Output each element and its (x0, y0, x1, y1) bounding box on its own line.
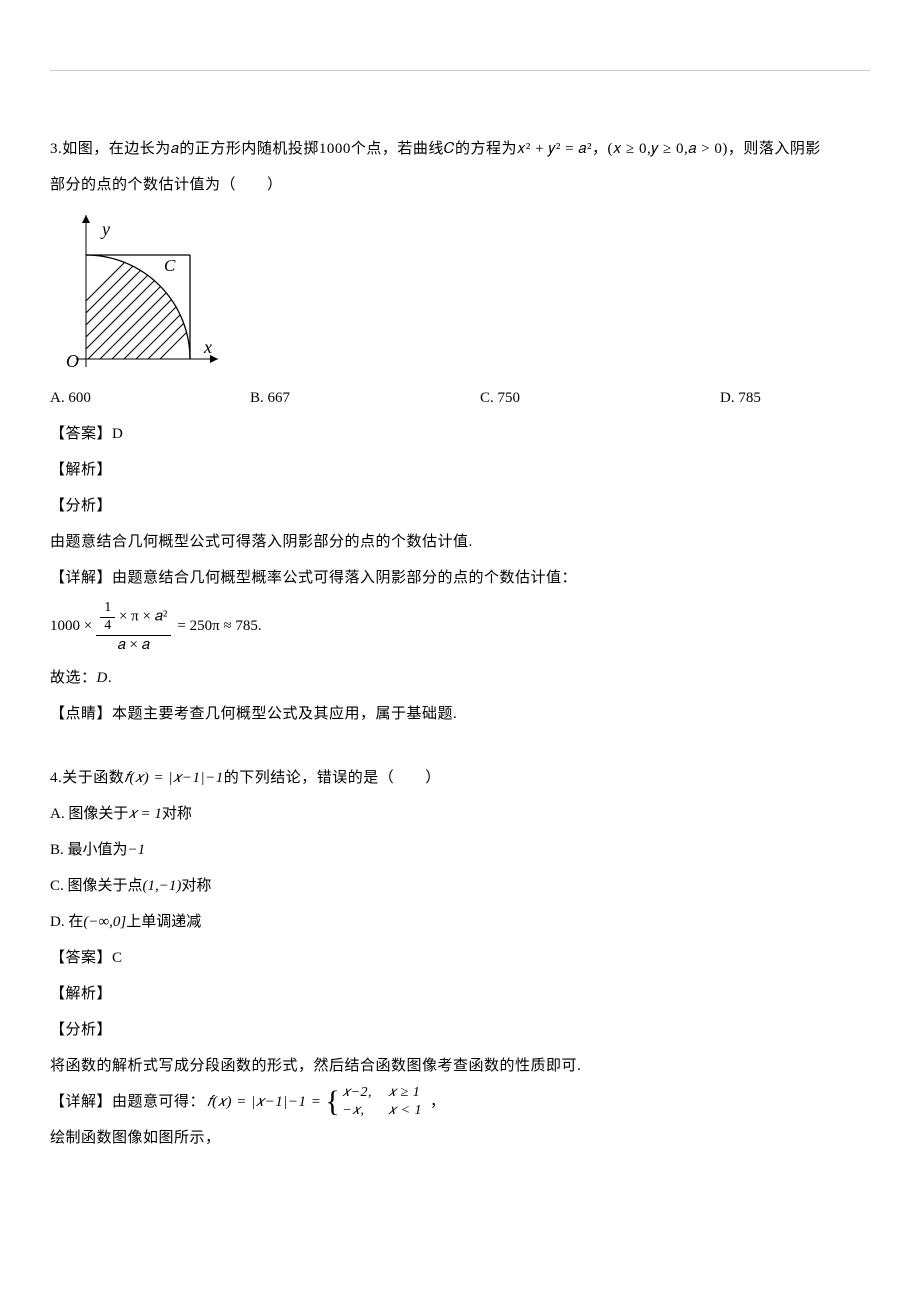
q3-answer: 【答案】D (50, 416, 870, 452)
eq-lhs-prefix: 1000 × (50, 618, 92, 635)
q4-option-a: A. 图像关于𝑥 = 1对称 (50, 796, 870, 832)
q3-equation: 1000 × 1 4 × π × 𝑎² 𝑎 × 𝑎 = 250π ≈ 785. (50, 600, 870, 654)
q4-last-line: 绘制函数图像如图所示， (50, 1120, 870, 1156)
q3-line1: 3.如图，在边长为𝑎的正方形内随机投掷1000个点，若曲线𝐶的方程为𝑥² + 𝑦… (50, 131, 870, 167)
q4-xiangjie: 【详解】由题意可得： 𝑓(𝑥) = |𝑥−1|−1 = { 𝑥−2,𝑥 ≥ 1 … (50, 1084, 870, 1120)
q3-fenxi-label: 【分析】 (50, 488, 870, 524)
q3-dianjing: 【点睛】本题主要考查几何概型公式及其应用，属于基础题. (50, 696, 870, 732)
q4-fenxi-text: 将函数的解析式写成分段函数的形式，然后结合函数图像考查函数的性质即可. (50, 1048, 870, 1084)
header-rule (50, 70, 870, 71)
q3-jiexi: 【解析】 (50, 452, 870, 488)
q4-answer: 【答案】C (50, 940, 870, 976)
q3-guxuan: 故选：D. (50, 660, 870, 696)
q3-option-d: D. 785 (720, 380, 870, 416)
axis-x-label: x (203, 337, 212, 357)
q3-line2: 部分的点的个数估计值为（ ） (50, 167, 870, 203)
left-brace-icon: { (325, 1087, 340, 1117)
q3-option-a: A. 600 (50, 380, 250, 416)
q4-option-b: B. 最小值为−1 (50, 832, 870, 868)
q3-options: A. 600 B. 667 C. 750 D. 785 (50, 380, 870, 416)
q4-option-c: C. 图像关于点(1,−1)对称 (50, 868, 870, 904)
q3-figure: y x O C (46, 209, 870, 374)
q3-option-c: C. 750 (480, 380, 720, 416)
q4-option-d: D. 在(−∞,0]上单调递减 (50, 904, 870, 940)
origin-label: O (66, 351, 79, 369)
q4-stem: 4.关于函数𝑓(𝑥) = |𝑥−1|−1的下列结论，错误的是（ ） (50, 760, 870, 796)
q3-fenxi-text: 由题意结合几何概型公式可得落入阴影部分的点的个数估计值. (50, 524, 870, 560)
piecewise: 𝑥−2,𝑥 ≥ 1 −𝑥,𝑥 < 1 (342, 1084, 422, 1120)
eq-rhs: = 250π ≈ 785 (177, 618, 258, 635)
q3-option-b: B. 667 (250, 380, 480, 416)
q4-fenxi-label: 【分析】 (50, 1012, 870, 1048)
document-page: 3.如图，在边长为𝑎的正方形内随机投掷1000个点，若曲线𝐶的方程为𝑥² + 𝑦… (0, 0, 920, 1196)
eq-big-fraction: 1 4 × π × 𝑎² 𝑎 × 𝑎 (96, 600, 171, 654)
q4-jiexi: 【解析】 (50, 976, 870, 1012)
axis-y-label: y (100, 219, 110, 239)
quarter-circle-diagram: y x O C (46, 209, 224, 369)
q3-xiangjie-prefix: 【详解】由题意结合几何概型概率公式可得落入阴影部分的点的个数估计值： (50, 560, 870, 596)
curve-label: C (164, 256, 176, 275)
